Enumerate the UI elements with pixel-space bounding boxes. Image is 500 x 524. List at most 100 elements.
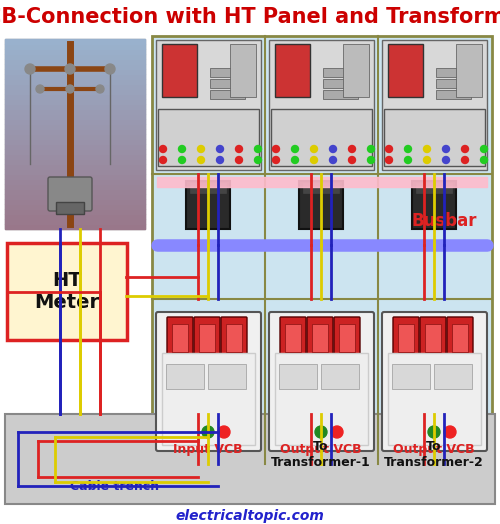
FancyBboxPatch shape [392,364,430,389]
FancyBboxPatch shape [275,353,368,445]
Circle shape [444,426,456,438]
Circle shape [216,146,224,152]
FancyBboxPatch shape [412,181,456,229]
Circle shape [178,157,186,163]
Circle shape [331,426,343,438]
FancyBboxPatch shape [382,312,487,451]
Text: Cable trench: Cable trench [70,479,160,493]
Circle shape [160,146,166,152]
Circle shape [202,426,214,438]
FancyBboxPatch shape [190,183,226,193]
Text: Output VCB: Output VCB [280,443,362,456]
FancyBboxPatch shape [321,364,359,389]
Text: Input VCB: Input VCB [173,443,243,456]
FancyBboxPatch shape [152,36,492,464]
FancyBboxPatch shape [5,39,145,229]
Circle shape [198,146,204,152]
Circle shape [216,157,224,163]
Circle shape [462,157,468,163]
Text: To
Transformer-1: To Transformer-1 [271,441,371,468]
Text: Output VCB: Output VCB [393,443,475,456]
Circle shape [368,146,374,152]
FancyBboxPatch shape [48,177,92,211]
FancyBboxPatch shape [158,109,259,166]
Circle shape [315,426,327,438]
FancyBboxPatch shape [398,324,414,352]
FancyBboxPatch shape [334,317,360,357]
Circle shape [310,146,318,152]
FancyBboxPatch shape [285,324,301,352]
FancyBboxPatch shape [323,90,358,99]
Circle shape [36,85,44,93]
FancyBboxPatch shape [271,109,372,166]
FancyBboxPatch shape [323,68,358,77]
Circle shape [218,426,230,438]
FancyBboxPatch shape [388,353,481,445]
FancyBboxPatch shape [393,317,419,357]
Circle shape [404,146,411,152]
FancyBboxPatch shape [323,79,358,88]
FancyBboxPatch shape [269,312,374,451]
Circle shape [330,146,336,152]
FancyBboxPatch shape [416,183,452,193]
FancyBboxPatch shape [56,202,84,214]
Circle shape [178,146,186,152]
FancyBboxPatch shape [162,44,197,97]
Circle shape [404,157,411,163]
Circle shape [428,426,440,438]
FancyBboxPatch shape [456,44,482,97]
Circle shape [105,64,115,74]
FancyBboxPatch shape [156,312,261,451]
FancyBboxPatch shape [226,324,242,352]
FancyBboxPatch shape [279,364,317,389]
FancyBboxPatch shape [307,317,333,357]
Circle shape [292,146,298,152]
FancyBboxPatch shape [436,79,471,88]
FancyBboxPatch shape [303,183,339,193]
Circle shape [424,157,430,163]
Circle shape [480,146,488,152]
Circle shape [198,157,204,163]
Circle shape [272,157,280,163]
FancyBboxPatch shape [208,364,246,389]
Circle shape [65,64,75,74]
FancyBboxPatch shape [275,44,310,97]
FancyBboxPatch shape [210,79,245,88]
FancyBboxPatch shape [166,364,204,389]
Circle shape [160,157,166,163]
FancyBboxPatch shape [210,68,245,77]
FancyBboxPatch shape [299,181,343,229]
FancyBboxPatch shape [382,40,487,170]
Text: HT
Meter: HT Meter [34,271,100,312]
Text: To
Transformer-2: To Transformer-2 [384,441,484,468]
FancyBboxPatch shape [343,44,369,97]
FancyBboxPatch shape [312,324,328,352]
Circle shape [25,64,35,74]
Circle shape [66,85,74,93]
Circle shape [424,146,430,152]
FancyBboxPatch shape [186,181,230,229]
FancyBboxPatch shape [194,317,220,357]
Circle shape [254,146,262,152]
FancyBboxPatch shape [434,364,472,389]
Text: Busbar: Busbar [412,212,477,230]
FancyBboxPatch shape [280,317,306,357]
FancyBboxPatch shape [388,44,423,97]
FancyBboxPatch shape [172,324,188,352]
FancyBboxPatch shape [210,90,245,99]
FancyBboxPatch shape [269,40,374,170]
FancyBboxPatch shape [436,90,471,99]
Circle shape [236,157,242,163]
Circle shape [254,157,262,163]
Circle shape [386,157,392,163]
Circle shape [310,157,318,163]
FancyBboxPatch shape [230,44,256,97]
Circle shape [368,157,374,163]
FancyBboxPatch shape [221,317,247,357]
Circle shape [386,146,392,152]
FancyBboxPatch shape [199,324,215,352]
FancyBboxPatch shape [425,324,441,352]
Circle shape [442,157,450,163]
Circle shape [348,157,356,163]
Text: VCB-Connection with HT Panel and Transformer: VCB-Connection with HT Panel and Transfo… [0,7,500,27]
